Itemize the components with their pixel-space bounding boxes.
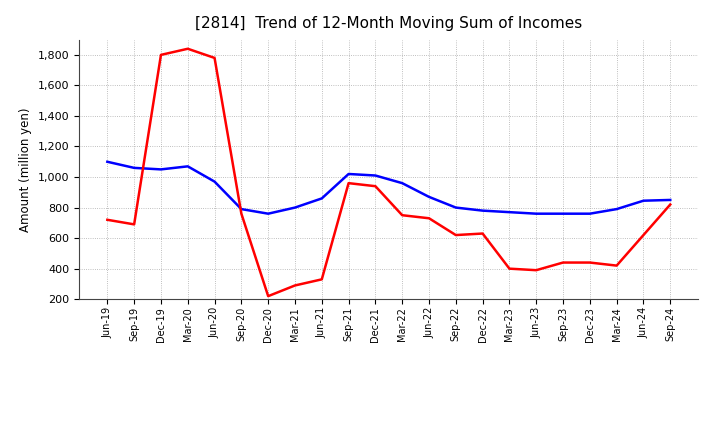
Ordinary Income [532,211,541,216]
Net Income [612,263,621,268]
Ordinary Income [237,206,246,212]
Net Income [451,232,460,238]
Net Income [585,260,594,265]
Ordinary Income [291,205,300,210]
Net Income [559,260,567,265]
Net Income [666,202,675,207]
Ordinary Income [559,211,567,216]
Ordinary Income [318,196,326,201]
Line: Net Income: Net Income [107,49,670,296]
Net Income [103,217,112,223]
Net Income [371,183,379,189]
Net Income [318,277,326,282]
Ordinary Income [344,171,353,176]
Ordinary Income [585,211,594,216]
Title: [2814]  Trend of 12-Month Moving Sum of Incomes: [2814] Trend of 12-Month Moving Sum of I… [195,16,582,32]
Ordinary Income [425,194,433,199]
Line: Ordinary Income: Ordinary Income [107,162,670,214]
Net Income [532,268,541,273]
Ordinary Income [184,164,192,169]
Ordinary Income [264,211,272,216]
Ordinary Income [398,180,407,186]
Ordinary Income [371,173,379,178]
Ordinary Income [639,198,648,203]
Ordinary Income [130,165,138,171]
Net Income [344,180,353,186]
Net Income [210,55,219,61]
Net Income [184,46,192,51]
Net Income [478,231,487,236]
Ordinary Income [451,205,460,210]
Net Income [157,52,166,58]
Net Income [130,222,138,227]
Ordinary Income [157,167,166,172]
Net Income [639,232,648,238]
Net Income [505,266,514,271]
Y-axis label: Amount (million yen): Amount (million yen) [19,107,32,231]
Net Income [237,211,246,216]
Ordinary Income [478,208,487,213]
Net Income [291,283,300,288]
Ordinary Income [103,159,112,165]
Net Income [264,293,272,299]
Net Income [425,216,433,221]
Ordinary Income [505,209,514,215]
Net Income [398,213,407,218]
Ordinary Income [612,206,621,212]
Ordinary Income [210,179,219,184]
Ordinary Income [666,197,675,202]
